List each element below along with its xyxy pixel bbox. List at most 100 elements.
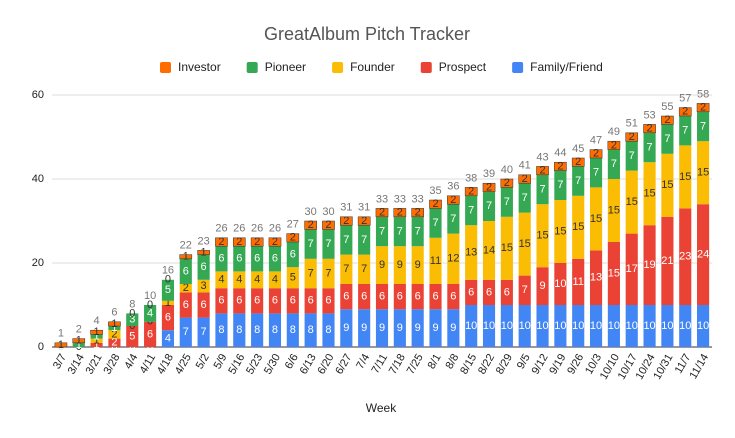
data-label: 2: [468, 186, 474, 198]
total-label: 33: [394, 193, 406, 205]
y-tick-label: 0: [38, 341, 44, 353]
bar-segment: [161, 300, 175, 305]
data-label: 4: [254, 274, 260, 286]
total-label: 30: [305, 206, 317, 218]
data-label: 7: [575, 175, 581, 187]
bar-segment: [268, 271, 282, 289]
data-label: 6: [254, 253, 260, 265]
bar-segment: [233, 313, 246, 347]
data-label: 7: [343, 234, 349, 246]
bar-segment: [536, 305, 549, 347]
bar-segment: [358, 309, 371, 347]
bar-segment: [304, 229, 317, 259]
data-label: 6: [468, 286, 474, 298]
data-label: 7: [557, 179, 563, 191]
bar-segment: [589, 158, 603, 188]
legend-label: Founder: [350, 60, 395, 74]
data-label: 10: [501, 320, 513, 332]
total-label: 45: [572, 143, 584, 155]
total-label: 51: [626, 118, 638, 130]
data-label: 9: [539, 280, 545, 292]
data-label: 17: [626, 263, 638, 275]
total-label: 31: [358, 202, 370, 214]
data-label: 13: [465, 246, 477, 258]
data-label: 0: [165, 274, 171, 286]
bar-segment: [482, 221, 496, 280]
bar-segment: [500, 187, 513, 217]
data-label: 23: [679, 251, 691, 263]
data-label: 15: [572, 221, 584, 233]
data-label: 15: [554, 225, 566, 237]
total-label: 1: [58, 328, 64, 340]
bar-segment: [411, 208, 424, 218]
bar-segment: [340, 309, 353, 347]
data-label: 8: [308, 324, 314, 336]
data-label: 7: [450, 213, 456, 225]
data-label: 6: [450, 291, 456, 303]
bar-segment: [393, 216, 406, 247]
bar-segment: [411, 309, 424, 347]
bar-segment: [268, 288, 282, 314]
bar-segment: [268, 237, 282, 247]
bar-segment: [90, 329, 103, 335]
data-label: 6: [325, 295, 331, 307]
data-label: 10: [590, 320, 602, 332]
bar-segment: [251, 313, 264, 347]
data-label: 6: [415, 291, 421, 303]
data-label: 10: [679, 320, 691, 332]
bar-segment: [375, 246, 389, 284]
data-label: 10: [643, 320, 655, 332]
bar-segment: [464, 187, 478, 197]
bar-segment: [179, 254, 193, 260]
data-label: 9: [343, 322, 349, 334]
bar-segment: [286, 313, 299, 347]
data-label: 15: [536, 230, 548, 242]
data-label: 2: [111, 337, 117, 349]
bar-segment: [375, 216, 389, 247]
data-label: 1: [165, 297, 171, 309]
data-label: 6: [201, 261, 207, 273]
bar-segment: [465, 225, 478, 280]
bar-segment: [358, 225, 371, 255]
bar-segment: [429, 237, 442, 284]
bar-segment: [126, 313, 139, 326]
bar-segment: [126, 326, 139, 347]
data-label: 7: [629, 150, 635, 162]
data-label: 6: [236, 253, 242, 265]
y-tick-label: 40: [32, 173, 44, 185]
total-label: 53: [643, 109, 655, 121]
bar-segment: [465, 305, 478, 347]
bar-segment: [215, 288, 228, 314]
data-label: 15: [643, 188, 655, 200]
bar-segment: [518, 275, 531, 305]
bar-segment: [197, 279, 210, 293]
bar-segment: [72, 342, 85, 347]
data-label: 2: [397, 207, 403, 219]
bar-segment: [286, 233, 300, 243]
data-label: 2: [593, 148, 599, 160]
data-label: 4: [165, 333, 171, 345]
data-label: 2: [522, 173, 528, 185]
bar-segment: [304, 288, 317, 314]
data-label: 2: [308, 219, 314, 231]
bar-segment: [572, 305, 585, 347]
total-label: 26: [233, 223, 245, 235]
bar-segment: [607, 242, 620, 305]
bar-segment: [447, 233, 460, 284]
bar-segment: [643, 305, 656, 347]
bar-segment: [108, 338, 121, 347]
bar-segment: [696, 103, 710, 113]
bar-segment: [518, 212, 531, 276]
data-label: 6: [504, 286, 510, 298]
bar-segment: [322, 288, 335, 314]
data-label: 10: [554, 278, 566, 290]
data-label: 7: [611, 158, 617, 170]
data-label: 10: [572, 320, 584, 332]
bar-segment: [179, 292, 192, 318]
data-label: 2: [379, 207, 385, 219]
data-label: 7: [361, 263, 367, 275]
data-label: 5: [290, 272, 296, 284]
bar-segment: [322, 313, 335, 347]
bar-segment: [215, 271, 228, 289]
bar-segment: [144, 305, 157, 322]
